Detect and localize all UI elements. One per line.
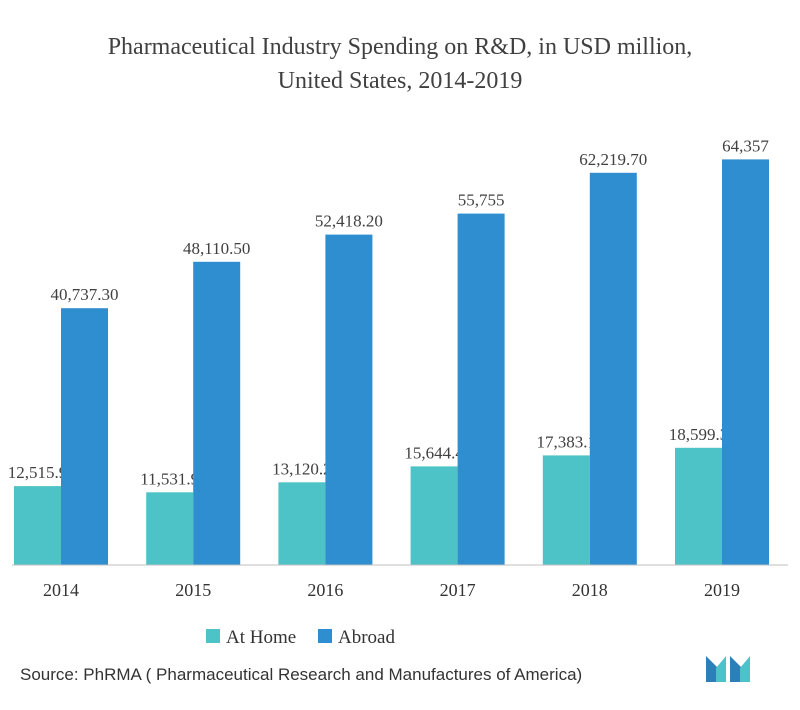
bar-at-home-2014	[14, 486, 61, 565]
x-tick-2018: 2018	[572, 580, 608, 600]
bar-at-home-2017	[410, 466, 458, 565]
logo	[706, 656, 750, 682]
data-label-abroad-2014: 40,737.30	[51, 285, 119, 304]
data-label-at-home-2018: 17,383.1	[537, 432, 597, 451]
x-axis-ticks: 2014 2015 2016 2017 2018 2019	[43, 580, 740, 600]
bar-at-home-2018	[542, 455, 590, 565]
legend-label-at-home: At Home	[226, 627, 296, 648]
legend-swatch-abroad	[318, 629, 332, 643]
source-note: Source: PhRMA ( Pharmaceutical Research …	[20, 665, 582, 684]
x-tick-2019: 2019	[704, 580, 740, 600]
data-label-abroad-2019: 64,357	[722, 136, 769, 155]
x-tick-2017: 2017	[440, 580, 476, 600]
data-label-at-home-2015: 11,531.9	[140, 469, 199, 488]
data-label-at-home-2019: 18,599.3	[669, 425, 729, 444]
bar-abroad-2014	[61, 308, 108, 565]
data-label-abroad-2018: 62,219.70	[579, 150, 647, 169]
data-label-abroad-2017: 55,755	[458, 191, 505, 210]
data-label-at-home-2016: 13,120.2	[272, 459, 332, 478]
x-tick-2015: 2015	[175, 580, 211, 600]
x-tick-2016: 2016	[307, 580, 343, 600]
legend: At Home Abroad	[206, 627, 395, 648]
bar-abroad-2015	[193, 261, 241, 565]
bar-group: 12,515.9 40,737.30 11,531.9 48,110.50 13,120…	[8, 136, 769, 566]
legend-label-abroad: Abroad	[338, 627, 395, 648]
bar-abroad-2018	[589, 172, 637, 566]
bar-at-home-2015	[146, 492, 194, 565]
data-label-abroad-2016: 52,418.20	[315, 212, 383, 231]
x-tick-2014: 2014	[43, 580, 79, 600]
bar-abroad-2019	[722, 159, 769, 565]
bar-at-home-2016	[278, 482, 326, 565]
chart-title-line-1: Pharmaceutical Industry Spending on R&D,…	[108, 34, 693, 60]
data-label-at-home-2014: 12,515.9	[8, 463, 68, 482]
bar-abroad-2016	[325, 234, 373, 565]
bar-abroad-2017	[457, 213, 505, 565]
chart-title-line-2: United States, 2014-2019	[278, 68, 523, 94]
bar-at-home-2019	[675, 447, 722, 565]
data-label-abroad-2015: 48,110.50	[183, 239, 250, 258]
data-label-at-home-2017: 15,644.4	[404, 443, 464, 462]
legend-swatch-at-home	[206, 629, 220, 643]
